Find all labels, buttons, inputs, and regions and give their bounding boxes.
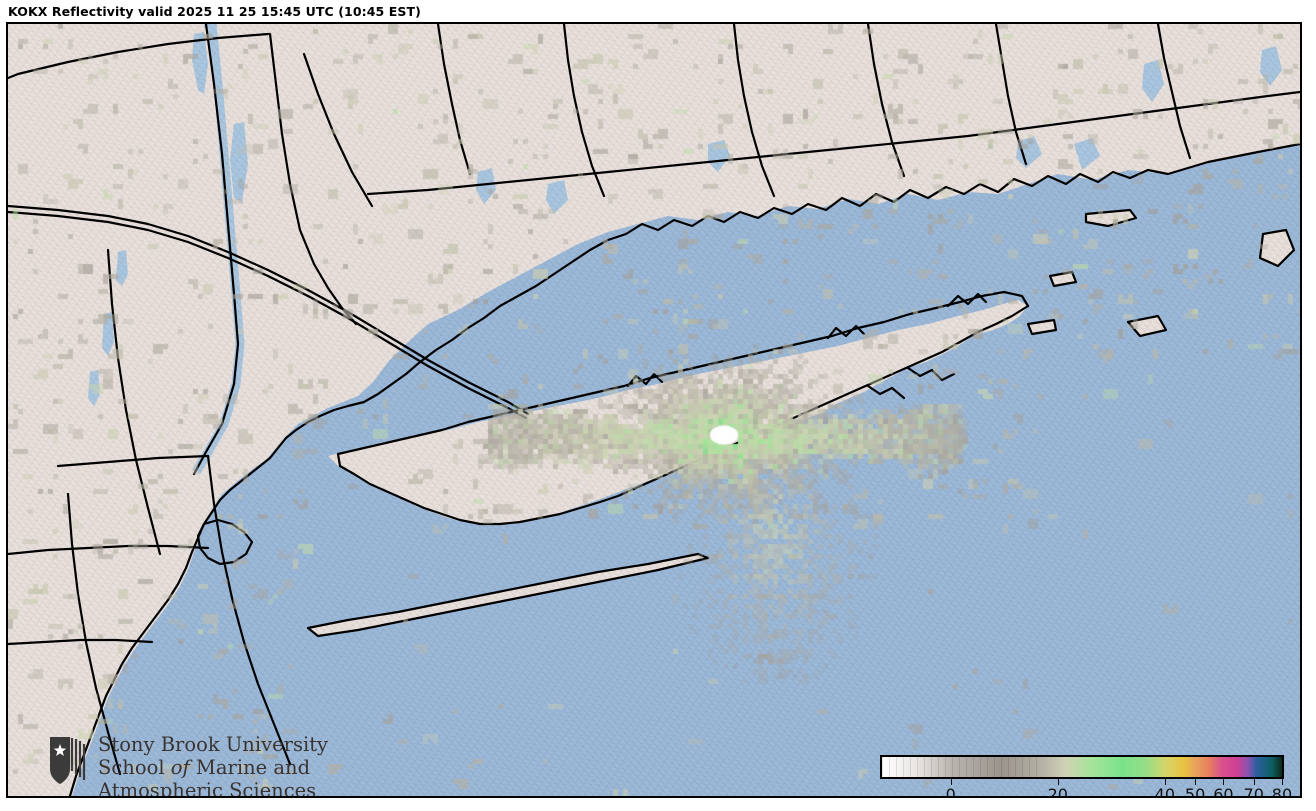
map-frame[interactable]: Stony Brook University School of Marine … [6, 22, 1302, 798]
colorbar-band-lines [882, 757, 1042, 777]
reflectivity-colorbar: 0 20 40 50 60 70 80 [874, 750, 1292, 796]
colorbar-tick [1057, 779, 1059, 785]
colorbar-tick-label: 50 [1184, 785, 1206, 796]
logo-line-2: School of Marine and [98, 756, 311, 779]
colorbar-tick-label: 20 [1047, 785, 1068, 796]
map-canvas[interactable]: Stony Brook University School of Marine … [8, 24, 1300, 796]
logo-line-3: Atmospheric Sciences [98, 779, 317, 796]
colorbar-tick-label: 60 [1213, 785, 1234, 796]
sbu-logo: Stony Brook University School of Marine … [48, 733, 328, 796]
shield-star-icon [50, 737, 86, 784]
page-title: KOKX Reflectivity valid 2025 11 25 15:45… [8, 4, 421, 19]
colorbar-tick [1223, 779, 1225, 785]
colorbar-tick [950, 779, 952, 785]
colorbar-tick-label: 70 [1243, 785, 1264, 796]
colorbar-tick [1253, 779, 1255, 785]
sbu-logo-text: Stony Brook University School of Marine … [98, 733, 348, 796]
colorbar-tick [1195, 779, 1197, 785]
colorbar-tick-label: 0 [945, 785, 956, 796]
colorbar-tick-label: 80 [1271, 785, 1293, 796]
colorbar-tick [1164, 779, 1166, 785]
colorbar-ticks: 0 20 40 50 60 70 80 [880, 779, 1292, 796]
colorbar-tick-label: 40 [1154, 785, 1175, 796]
logo-line-1: Stony Brook University [98, 733, 329, 756]
colorbar-tick [1281, 779, 1283, 785]
colorbar-gradient [882, 757, 1282, 777]
colorbar-box [880, 755, 1284, 779]
geography-layer [8, 24, 1300, 796]
